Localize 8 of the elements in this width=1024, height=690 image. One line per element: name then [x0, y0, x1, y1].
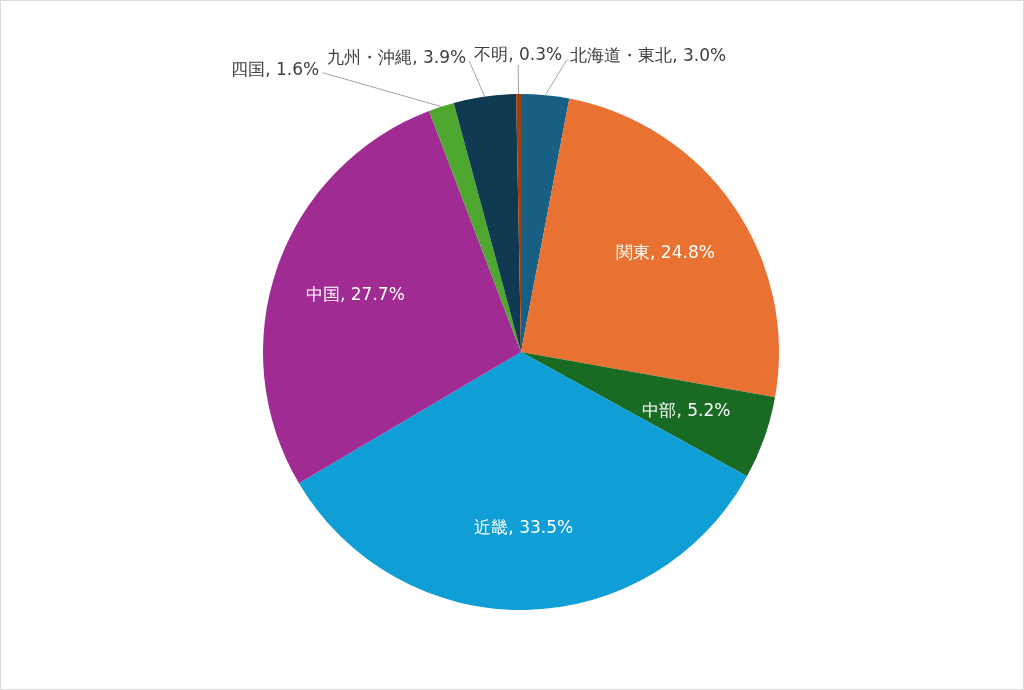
slice-label: 関東, 24.8%: [616, 242, 715, 263]
slice-label: 近畿, 33.5%: [474, 517, 574, 538]
slice-label: 中部, 5.2%: [642, 400, 731, 421]
slice-label: 四国, 1.6%: [231, 58, 320, 79]
slice-label: 九州・沖縄, 3.9%: [327, 46, 467, 67]
slice-label: 不明, 0.3%: [474, 44, 563, 65]
slice-label: 中国, 27.7%: [305, 284, 405, 305]
slice-label: 北海道・東北, 3.0%: [570, 45, 727, 66]
